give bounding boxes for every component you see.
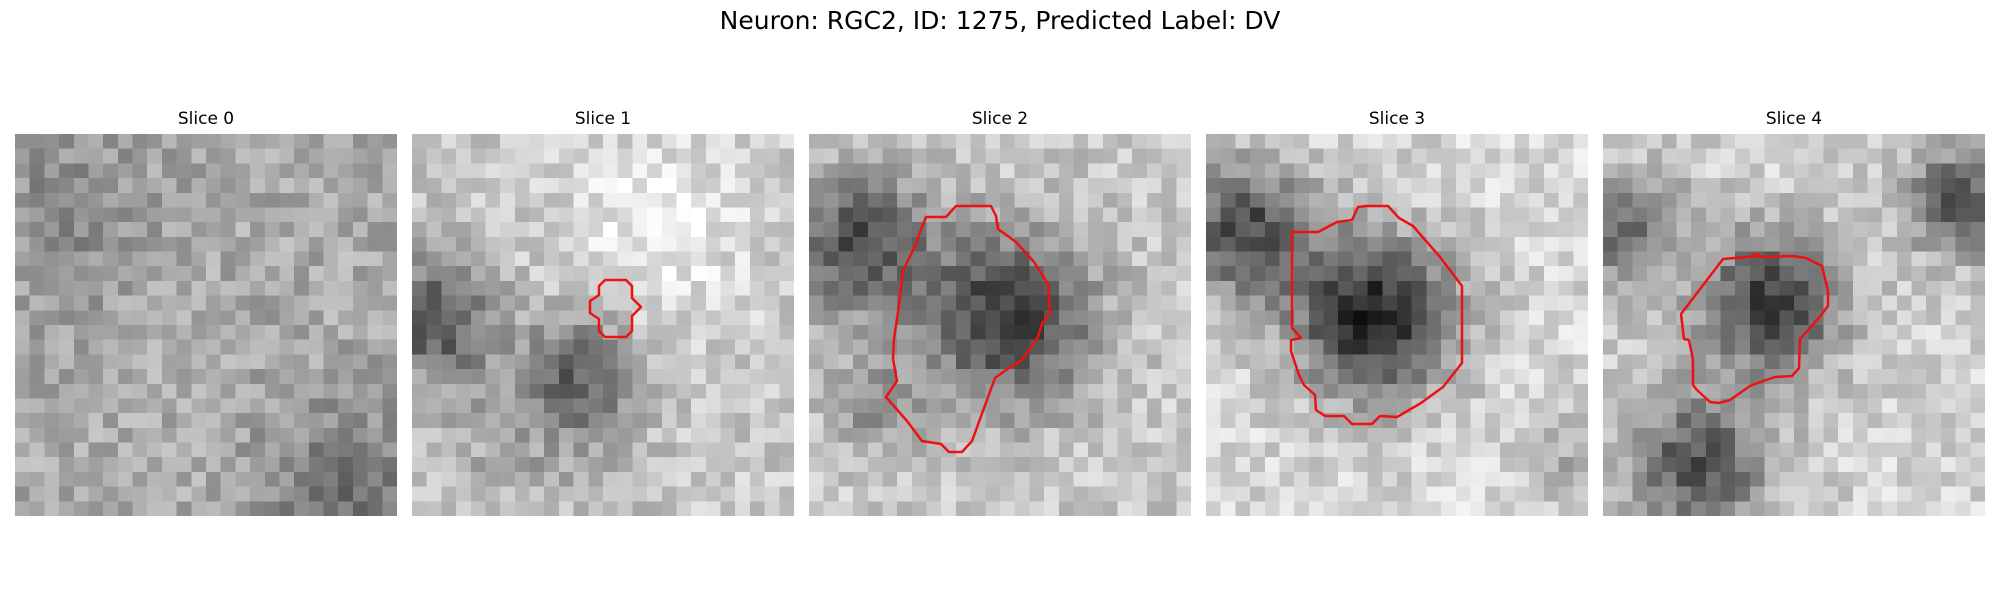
cell-contour-3	[1289, 204, 1464, 426]
slice-image-2	[809, 134, 1191, 516]
microscopy-image-slice-0	[15, 134, 397, 516]
slice-title-1: Slice 1	[574, 109, 632, 129]
slice-image-3	[1206, 134, 1588, 516]
microscopy-image-slice-3	[1206, 134, 1588, 516]
slice-title-3: Slice 3	[1368, 109, 1426, 129]
slice-title-0: Slice 0	[177, 109, 235, 129]
contour-overlay-3	[1289, 204, 1464, 426]
cell-contour-1	[588, 278, 643, 339]
cell-contour-4	[1679, 252, 1830, 405]
slice-image-4	[1603, 134, 1985, 516]
contour-overlay-4	[1679, 252, 1830, 405]
cell-contour-2	[884, 204, 1052, 454]
slice-image-0	[15, 134, 397, 516]
contour-overlay-1	[588, 278, 643, 339]
slice-title-2: Slice 2	[971, 109, 1029, 129]
slice-panel-0: Slice 0	[15, 108, 397, 516]
slice-image-1	[412, 134, 794, 516]
figure-title: Neuron: RGC2, ID: 1275, Predicted Label:…	[719, 6, 1281, 35]
slice-panel-3: Slice 3	[1206, 108, 1588, 516]
slice-panel-2: Slice 2	[809, 108, 1191, 516]
slice-title-4: Slice 4	[1765, 109, 1823, 129]
microscopy-image-slice-1	[412, 134, 794, 516]
slice-panel-1: Slice 1	[412, 108, 794, 516]
microscopy-image-slice-2	[809, 134, 1191, 516]
contour-overlay-2	[884, 204, 1052, 454]
microscopy-image-slice-4	[1603, 134, 1985, 516]
slice-panel-4: Slice 4	[1603, 108, 1985, 516]
